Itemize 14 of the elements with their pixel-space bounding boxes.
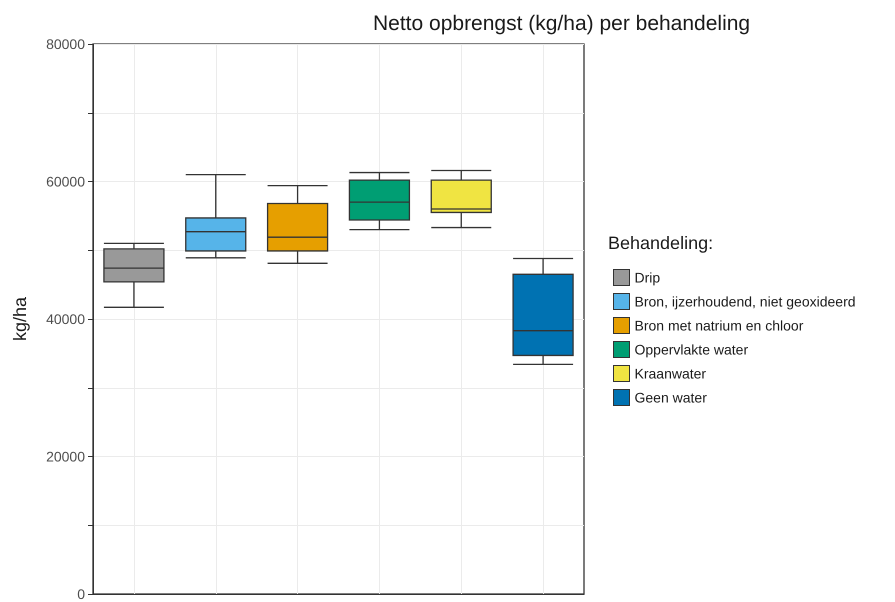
chart-title: Netto opbrengst (kg/ha) per behandeling [373,12,750,35]
legend-label: Bron met natrium en chloor [634,318,804,334]
y-tick-label: 40000 [46,311,86,327]
y-axis-title: kg/ha [10,296,30,342]
legend-label: Geen water [634,390,708,406]
y-tick-label: 60000 [46,174,86,190]
legend-label: Bron, ijzerhoudend, niet geoxideerd [634,294,856,310]
y-tick-label: 0 [77,586,86,602]
y-tick-label: 20000 [46,448,86,464]
y-tick-label: 80000 [46,36,86,52]
legend-label: Kraanwater [634,366,706,382]
legend-label: Drip [634,270,660,286]
legend-label: Oppervlakte water [634,342,748,358]
legend-title: Behandeling: [608,233,714,253]
